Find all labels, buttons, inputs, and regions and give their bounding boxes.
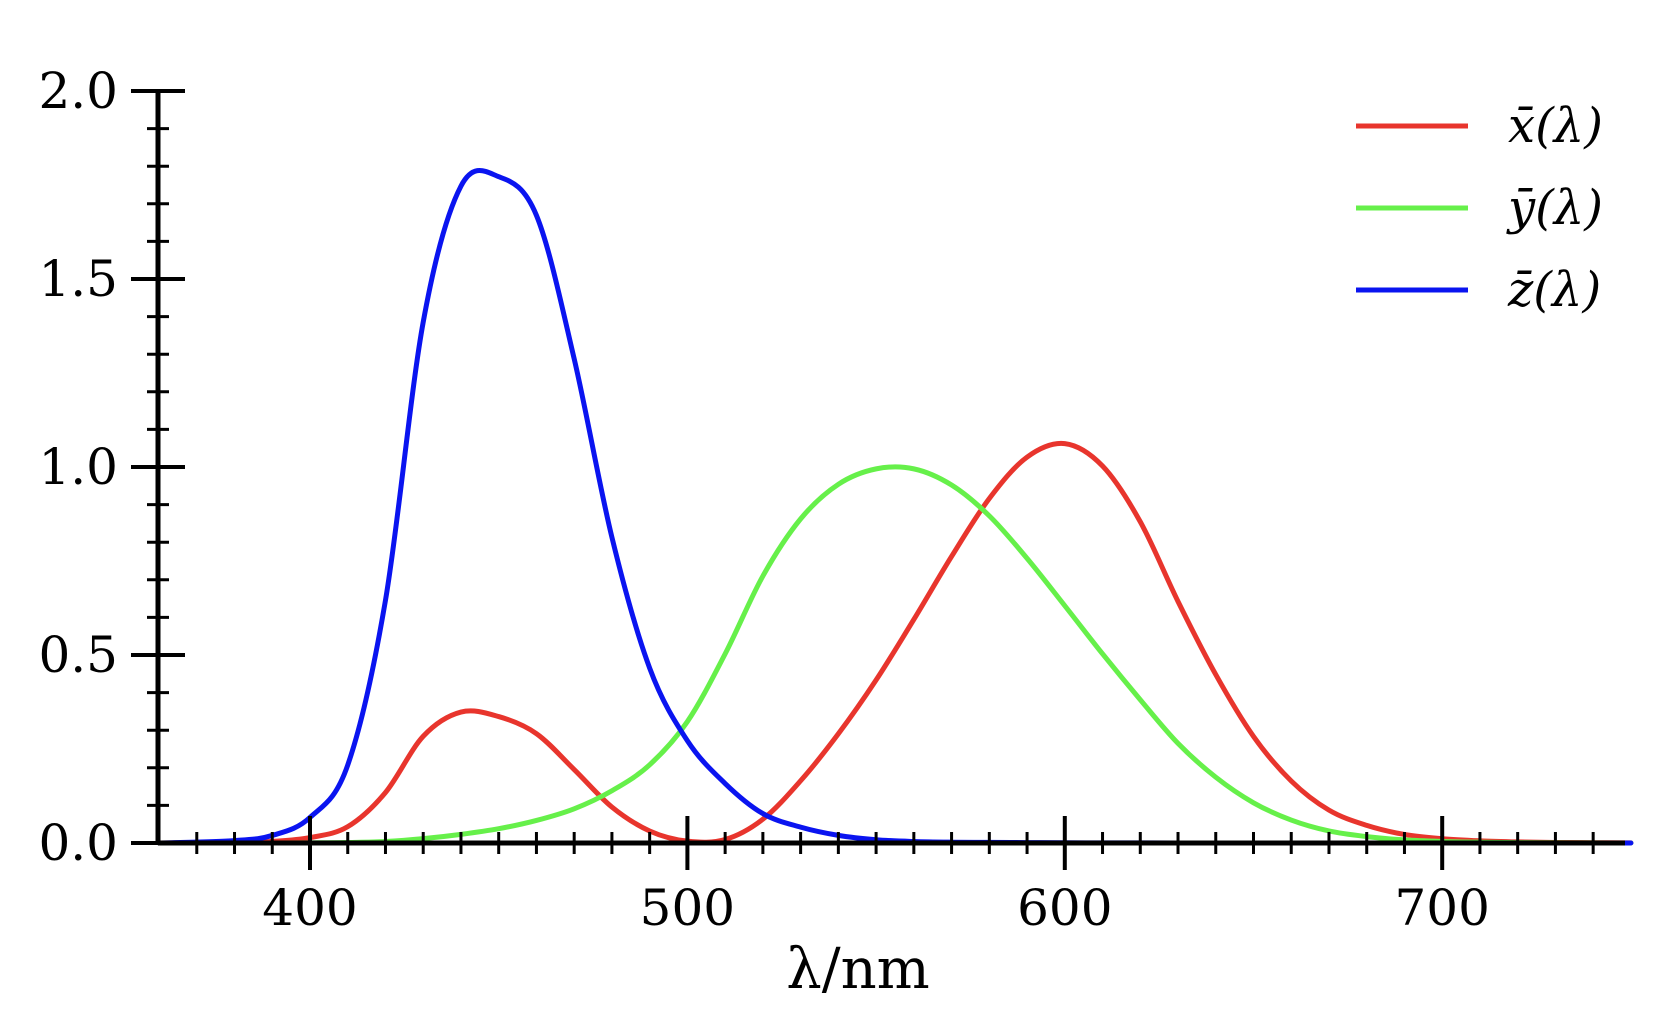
x-tick-label: 600 [1017, 879, 1112, 937]
y-tick-label: 2.0 [38, 62, 118, 120]
y-tick-label: 1.5 [38, 250, 118, 308]
y-bar-curve [156, 464, 1634, 846]
curves-layer [156, 168, 1634, 846]
x-tick-label: 500 [640, 879, 735, 937]
y-tick-label: 0.5 [38, 626, 118, 684]
x-bar-curve [156, 440, 1634, 846]
z-bar-curve [156, 168, 1634, 846]
legend-x-bar-label: x̄(λ) [1508, 98, 1603, 154]
axes-layer: 0.0 0.5 1.0 1.5 2.0 400 500 600 700 [38, 62, 1625, 937]
y-tick-label: 0.0 [38, 814, 118, 872]
legend-y-bar-label: ȳ(λ) [1506, 180, 1603, 236]
x-tick-label: 400 [262, 879, 357, 937]
y-tick-label: 1.0 [38, 438, 118, 496]
legend-z-bar-label: z̄(λ) [1507, 262, 1601, 318]
legend: x̄(λ) ȳ(λ) z̄(λ) [1356, 98, 1603, 318]
x-axis-label: λ/nm [786, 937, 930, 1002]
x-tick-label: 700 [1394, 879, 1489, 937]
